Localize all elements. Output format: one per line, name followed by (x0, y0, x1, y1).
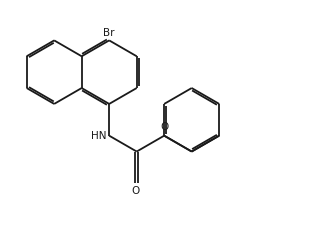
Text: HN: HN (91, 131, 107, 141)
Text: O: O (131, 186, 139, 196)
Text: O: O (160, 123, 168, 133)
Text: Br: Br (103, 28, 115, 38)
